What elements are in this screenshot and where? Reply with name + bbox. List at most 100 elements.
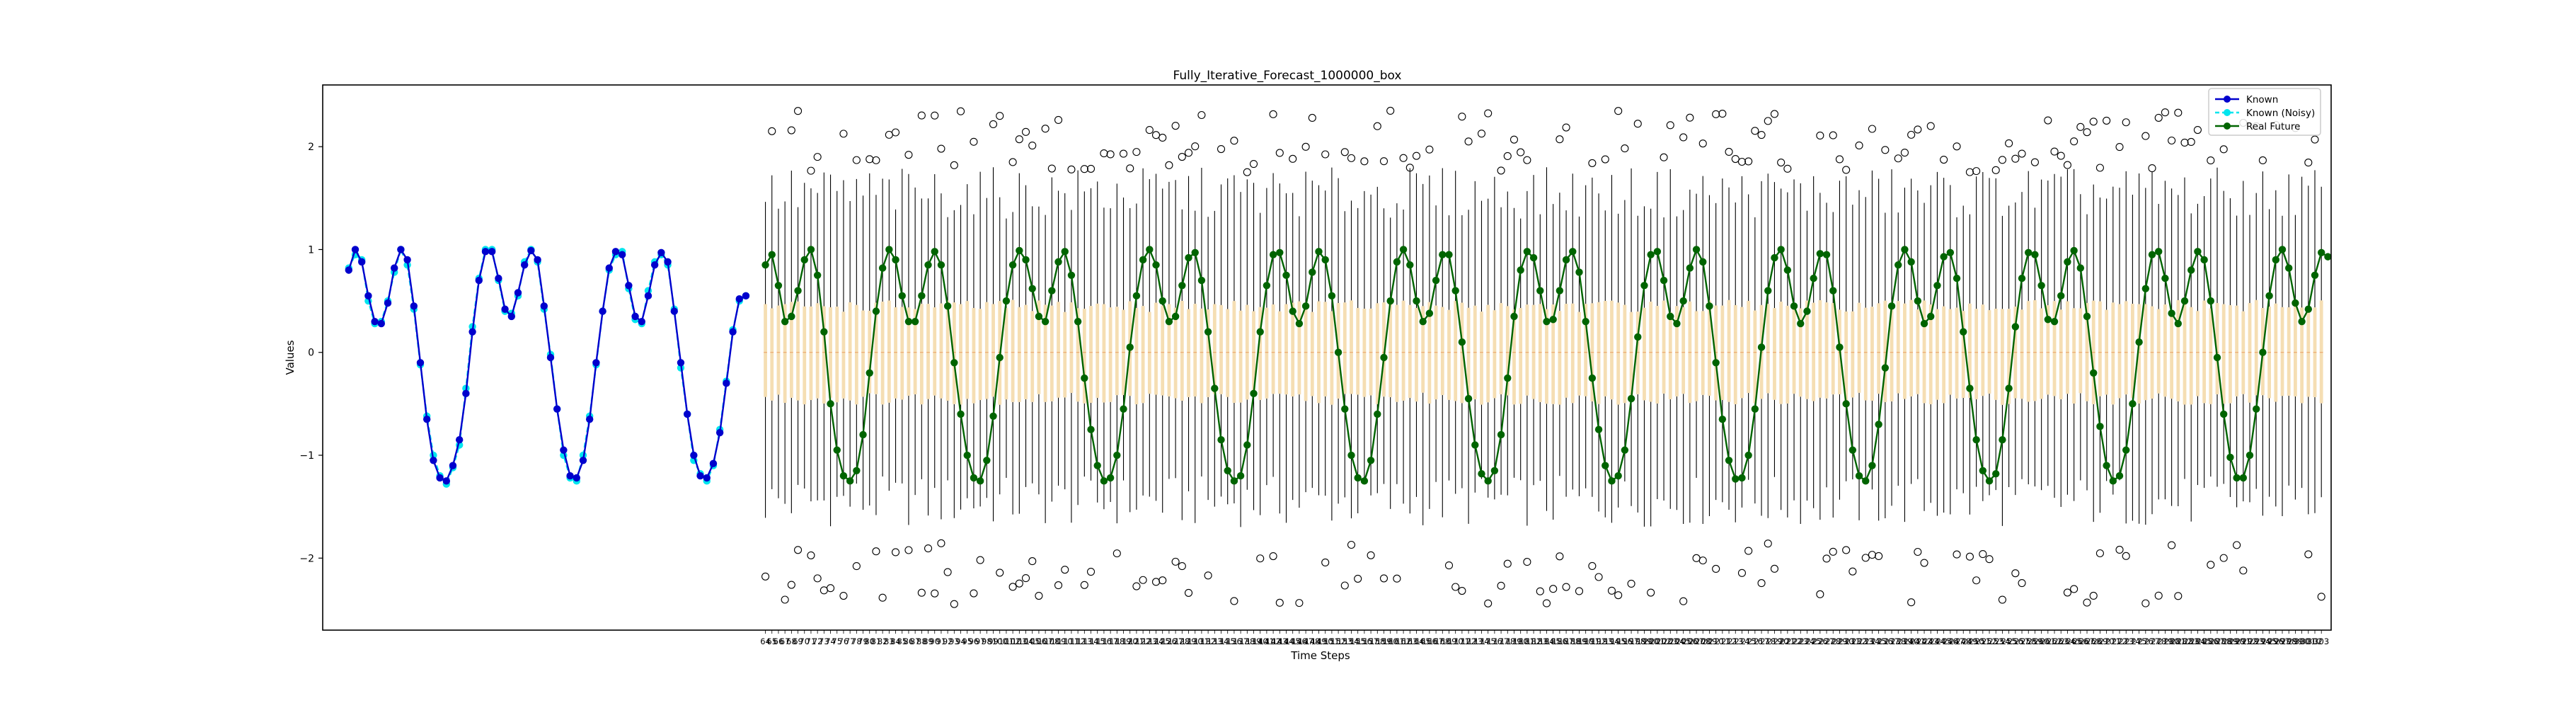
box-body [2066,301,2069,394]
real-future-point [957,410,965,418]
box-body [1747,301,1751,394]
real-future-point [781,317,789,326]
real-future-point [1960,328,1967,336]
box-outlier [904,151,913,159]
box-plot [2311,135,2319,513]
box-body [1936,309,1939,400]
box-outlier [1217,144,1226,154]
real-future-point [2318,249,2325,257]
box-body [907,307,911,396]
real-future-point [1126,343,1134,351]
x-tick-label: 253 [1988,636,2003,646]
x-tick-label: 296 [2268,636,2284,646]
real-future-point [1425,309,1434,317]
box-outlier [794,546,803,554]
box-outlier [1816,131,1824,140]
box-body [2306,309,2311,397]
box-body [965,301,970,399]
box-body [1863,307,1868,401]
box-plot [1953,142,1961,559]
box-body [1499,303,1503,394]
real-future-point [1152,261,1160,269]
real-future-point [1374,410,1381,418]
box-outlier [2174,592,2183,600]
box-plot [781,201,789,604]
real-future-point [1490,467,1499,475]
x-tick-label: 227 [1819,636,1834,646]
known-point [462,389,470,398]
box-plot [1458,113,1466,595]
box-plot [1764,117,1772,548]
x-tick-label: 65 [766,636,777,646]
known-point [729,328,737,336]
real-future-point [1478,469,1485,478]
x-tick-label: 197 [1623,636,1639,646]
x-tick-label: 254 [1994,636,2010,646]
real-future-point [813,271,822,279]
x-tick-label: 143 [1272,636,1287,646]
x-axis-label: Time Steps [1290,649,1350,662]
box-body [1486,304,1490,403]
box-plot [2044,116,2052,486]
real-future-point [1855,472,1863,480]
real-future-point [1764,287,1772,295]
box-plot [2180,138,2189,479]
box-body [1382,302,1386,397]
box-outlier [2154,113,2163,122]
box-body [1447,309,1451,400]
box-body [1466,307,1471,401]
known-point [436,474,444,482]
x-tick-label: 66 [774,636,784,646]
box-outlier [924,544,933,553]
box-body [1727,299,1731,402]
box-outlier [820,586,828,595]
real-future-point [1504,374,1512,382]
box-outlier [2011,154,2020,163]
real-future-point [1256,328,1264,336]
x-tick-label: 178 [1500,636,1515,646]
real-future-point [1725,457,1733,464]
x-tick-label: 224 [1799,636,1815,646]
x-tick-label: 96 [969,636,979,646]
box-body [1883,300,1887,402]
box-body [959,304,962,405]
box-body [1974,309,1979,399]
box-plot [1675,216,1679,510]
box-outlier [852,562,861,571]
x-tick-label: 201 [1650,636,1665,646]
x-tick-label: 76 [839,636,849,646]
box-outlier [1712,564,1720,573]
real-future-point [1158,297,1166,305]
box-outlier [1601,155,1609,164]
box-outlier [2154,591,2163,600]
box-body [1916,309,1920,394]
box-plot [794,107,803,554]
real-future-point [1933,282,1941,290]
real-future-point [2161,274,2169,282]
box-outlier [1119,149,1128,158]
real-future-point [1061,248,1069,256]
box-outlier [996,112,1004,120]
real-future-point [1536,287,1544,295]
x-tick-label: 158 [1369,636,1385,646]
box-outlier [1015,135,1023,144]
box-plot [2148,164,2156,515]
box-body [1147,312,1151,394]
real-future-point [1171,312,1180,321]
real-future-point [2324,253,2332,261]
box-body [1323,302,1328,396]
plot-area [322,84,2332,631]
box-plot [1686,113,1694,523]
x-tick-label: 74 [825,636,836,646]
known-point [403,256,411,264]
box-outlier [2168,541,2176,549]
real-future-point [1360,477,1369,485]
box-plot [1861,197,1870,562]
x-tick-label: 106 [1031,636,1047,646]
box-plot [1021,127,1030,583]
x-tick-label: 247 [1949,636,1965,646]
box-outlier [1458,586,1466,595]
real-future-point [2278,246,2287,253]
real-future-point [1907,258,1915,266]
box-plot [1588,159,1597,570]
